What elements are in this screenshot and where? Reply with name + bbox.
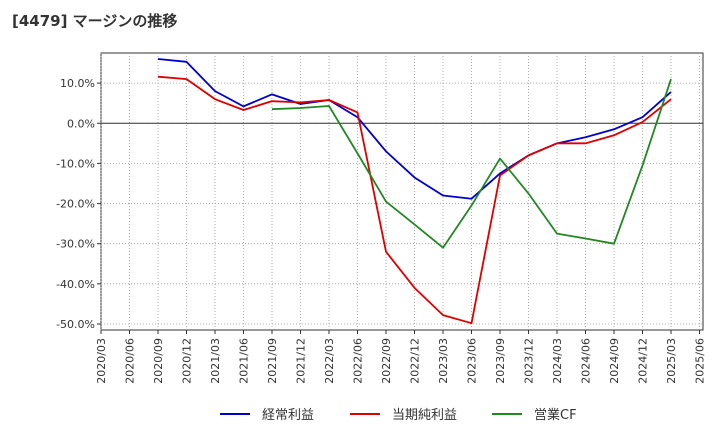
x-tick-label: 2022/06 bbox=[352, 338, 365, 384]
y-axis-ticks: 10.0% 0.0% -10.0% -20.0% -30.0% -40.0% -50.0% bbox=[56, 77, 101, 331]
x-tick-label: 2022/03 bbox=[323, 338, 336, 384]
x-tick-label: 2024/09 bbox=[608, 338, 621, 384]
x-tick-label: 2021/03 bbox=[209, 338, 222, 384]
y-tick-label: 10.0% bbox=[60, 77, 95, 90]
plot-area bbox=[100, 52, 704, 331]
y-tick-label: -40.0% bbox=[56, 278, 95, 291]
legend-label: 営業CF bbox=[534, 407, 577, 423]
x-tick-label: 2023/12 bbox=[523, 338, 536, 384]
x-tick-label: 2020/09 bbox=[152, 338, 165, 384]
y-tick-label: -10.0% bbox=[56, 157, 95, 170]
x-tick-label: 2023/09 bbox=[494, 338, 507, 384]
grid-lines bbox=[100, 53, 703, 330]
series-line-営業CF bbox=[271, 78, 672, 249]
x-tick-label: 2021/09 bbox=[266, 338, 279, 384]
chart-title: [4479] マージンの推移 bbox=[12, 12, 178, 30]
x-tick-label: 2022/09 bbox=[380, 338, 393, 384]
x-tick-label: 2021/06 bbox=[238, 338, 251, 384]
x-tick-label: 2020/12 bbox=[181, 338, 194, 384]
y-tick-label: -20.0% bbox=[56, 198, 95, 211]
x-tick-label: 2025/03 bbox=[665, 338, 678, 384]
legend-label: 経常利益 bbox=[262, 408, 314, 423]
x-tick-label: 2023/06 bbox=[466, 338, 479, 384]
legend-label: 当期純利益 bbox=[392, 408, 457, 423]
y-tick-label: -30.0% bbox=[56, 238, 95, 251]
y-tick-label: -50.0% bbox=[56, 318, 95, 331]
series-line-経常利益 bbox=[157, 58, 672, 200]
x-tick-label: 2025/06 bbox=[694, 338, 707, 384]
x-tick-label: 2022/12 bbox=[409, 338, 422, 384]
x-tick-label: 2021/12 bbox=[295, 338, 308, 384]
x-tick-label: 2024/12 bbox=[637, 338, 650, 384]
y-tick-label: 0.0% bbox=[67, 117, 95, 130]
legend: 経常利益 当期純利益 営業CF bbox=[220, 407, 577, 423]
x-tick-label: 2023/03 bbox=[437, 338, 450, 384]
x-tick-label: 2024/03 bbox=[551, 338, 564, 384]
series-lines bbox=[157, 58, 672, 325]
series-line-当期純利益 bbox=[157, 75, 672, 325]
x-tick-label: 2024/06 bbox=[580, 338, 593, 384]
x-axis-ticks: 2020/03 2020/06 2020/09 2020/12 2021/03 2021/… bbox=[95, 330, 707, 384]
x-tick-label: 2020/03 bbox=[95, 338, 108, 384]
x-tick-label: 2020/06 bbox=[124, 338, 137, 384]
